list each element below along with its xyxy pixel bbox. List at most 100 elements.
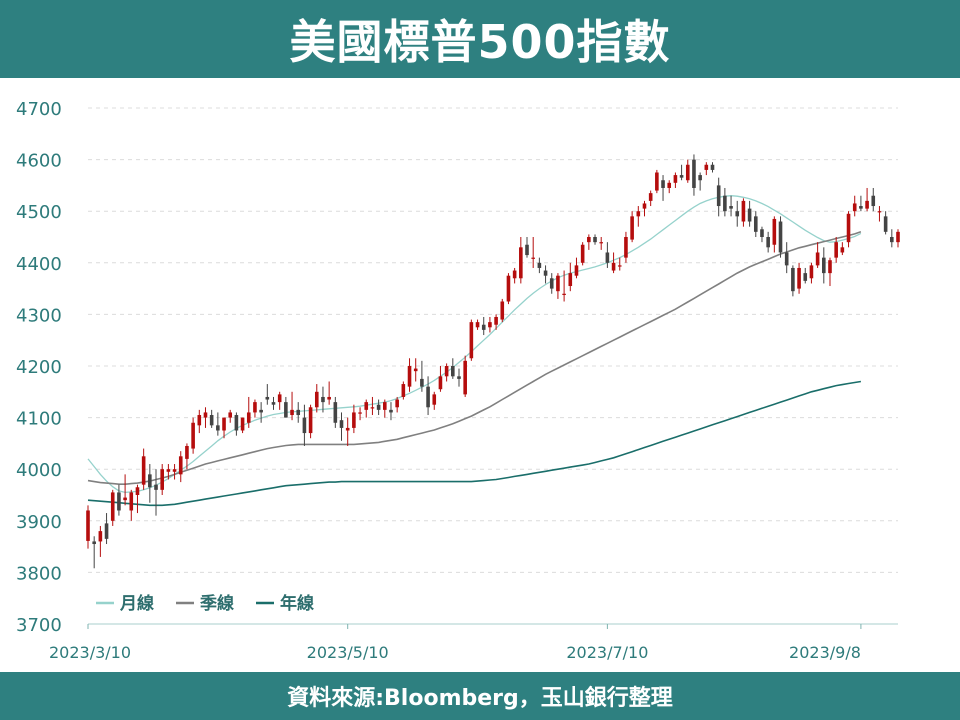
candle-body: [185, 445, 189, 459]
candle-body: [444, 366, 449, 377]
y-tick-label: 4300: [16, 305, 62, 326]
candle-body: [543, 270, 548, 276]
candle-body: [426, 386, 430, 408]
candle-body: [729, 206, 733, 209]
candle-body: [797, 267, 801, 289]
candle-body: [896, 231, 900, 243]
candle-body: [98, 531, 103, 542]
candle-body: [883, 216, 888, 232]
candle-body: [803, 273, 808, 281]
candle-body: [599, 242, 604, 244]
candle-body: [506, 275, 511, 302]
y-tick-label: 4100: [16, 409, 62, 430]
candle-body: [314, 391, 319, 408]
candle-body: [791, 267, 795, 292]
candle-body: [92, 541, 96, 545]
candle-body: [123, 497, 127, 501]
candle-body: [333, 402, 338, 423]
candle-body: [525, 244, 529, 256]
series-line: [87, 195, 862, 494]
candle-body: [648, 193, 653, 201]
candle-body: [438, 376, 443, 390]
candle-body: [191, 422, 195, 449]
y-tick-label: 3700: [16, 615, 62, 636]
candle-body: [710, 164, 715, 170]
candle-body: [494, 316, 498, 325]
candle-body: [352, 412, 356, 428]
candle-body: [661, 180, 665, 188]
candle-body: [716, 185, 721, 207]
candle-body: [784, 252, 789, 266]
candle-body: [617, 265, 622, 267]
candle-body: [667, 182, 672, 188]
source-note: 資料來源:Bloomberg，玉山銀行整理: [287, 686, 673, 711]
candle-body: [772, 218, 777, 245]
candle-body: [376, 404, 381, 410]
candle-body: [512, 270, 517, 279]
candle-body: [630, 216, 634, 240]
candle-body: [389, 409, 393, 413]
y-tick-label: 3900: [16, 512, 62, 533]
candle-body: [475, 322, 480, 328]
candle-body: [234, 415, 239, 431]
candle-body: [129, 492, 134, 511]
candle-body: [692, 159, 696, 188]
candle-body: [253, 402, 257, 413]
candle-body: [154, 484, 158, 490]
x-tick-label: 2023/5/10: [307, 643, 389, 662]
candle-body: [172, 469, 177, 472]
candle-body: [500, 301, 505, 320]
candle-body: [271, 402, 276, 405]
candle-body: [865, 200, 869, 209]
candle-body: [327, 396, 331, 400]
candle-body: [723, 195, 727, 212]
candle-body: [642, 203, 647, 209]
candle-body: [871, 195, 876, 207]
candle-body: [698, 175, 702, 181]
candle-body: [420, 378, 424, 387]
legend-label: 季線: [200, 593, 234, 614]
candle-body: [216, 425, 220, 431]
series-line: [87, 231, 862, 486]
y-tick-label: 4600: [16, 151, 62, 172]
candle-body: [209, 415, 214, 426]
candle-body: [760, 229, 764, 237]
candle-body: [246, 412, 251, 423]
candle-body: [284, 402, 288, 418]
candles: [86, 154, 900, 569]
candle-body: [605, 252, 610, 263]
candle-body: [735, 211, 740, 217]
x-tick-label: 2023/3/10: [49, 643, 131, 662]
candle-body: [531, 257, 535, 259]
candle-body: [358, 412, 362, 414]
y-tick-label: 4500: [16, 202, 62, 223]
y-tick-label: 4000: [16, 460, 62, 481]
candle-body: [685, 164, 690, 181]
y-tick-label: 4200: [16, 357, 62, 378]
candle-body: [339, 420, 344, 428]
chart-title: 美國標普500指數: [289, 15, 671, 69]
candle-body: [580, 244, 585, 263]
candle-body: [753, 216, 758, 232]
candle-body: [822, 257, 826, 274]
candle-body: [407, 366, 412, 387]
candle-body: [679, 175, 684, 178]
candle-body: [290, 409, 294, 416]
candle-body: [840, 247, 845, 253]
candle-body: [321, 396, 325, 403]
candle-body: [413, 368, 418, 372]
candle-body: [401, 384, 406, 397]
candle-body: [302, 417, 307, 434]
candle-body: [852, 203, 857, 212]
source-footer: 資料來源:Bloomberg，玉山銀行整理: [0, 672, 960, 720]
candle-body: [469, 322, 474, 359]
candle-body: [549, 278, 554, 289]
candle-body: [240, 417, 245, 431]
candle-body: [370, 407, 375, 409]
candle-body: [636, 211, 641, 217]
candle-body: [537, 262, 542, 268]
candle-body: [451, 366, 455, 377]
series-line: [87, 380, 862, 507]
candle-body: [655, 172, 659, 191]
y-axis: 3700 3800 3900 4000 4100 4200 4300 4400 4500 4600…: [16, 99, 62, 636]
